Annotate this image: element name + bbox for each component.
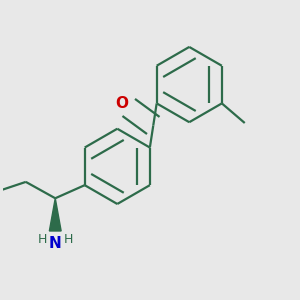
Text: H: H [38, 232, 47, 246]
Text: N: N [49, 236, 61, 251]
Polygon shape [50, 198, 61, 231]
Text: O: O [115, 96, 128, 111]
Text: H: H [64, 232, 73, 246]
